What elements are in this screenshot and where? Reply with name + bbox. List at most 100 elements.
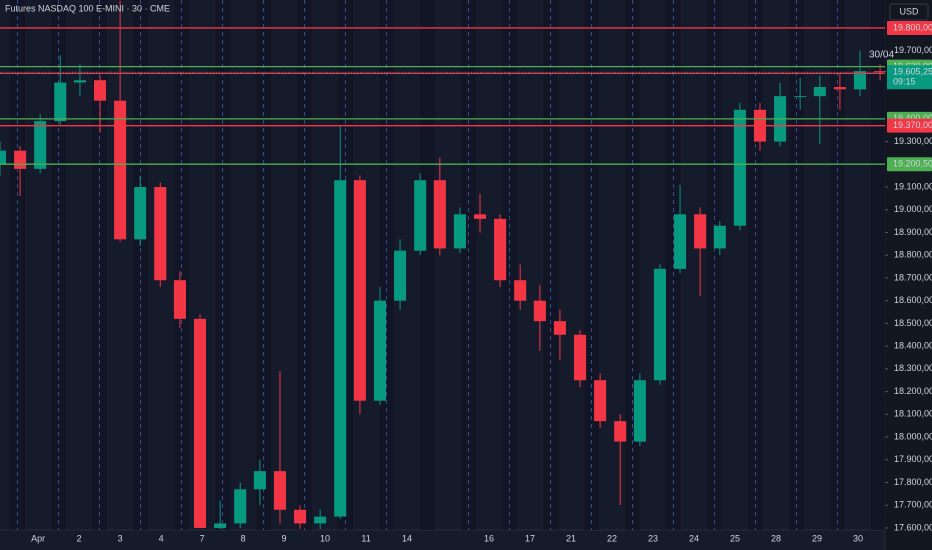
y-tick-label: 18.900,00	[894, 227, 932, 237]
candle-body	[653, 268, 666, 381]
candle-body	[214, 523, 227, 528]
candle-body	[573, 334, 587, 381]
candle-body	[453, 214, 466, 249]
level-label: 19.400,00	[893, 113, 932, 123]
candle-body	[73, 80, 86, 83]
candle-body	[14, 150, 27, 169]
candle-body	[674, 214, 687, 269]
last-price-label: 19.605,25	[893, 67, 932, 77]
candle-body	[473, 214, 487, 219]
x-tick-label: Apr	[31, 533, 45, 543]
x-tick-label: 4	[159, 533, 164, 543]
candle-body	[633, 380, 646, 442]
last-price-tag	[887, 65, 932, 90]
candle-body	[314, 516, 327, 524]
currency[interactable]: USD	[899, 6, 919, 16]
chart-title: Futures NASDAQ 100 E-MINI · 30 · CME	[5, 3, 170, 13]
candle-body	[494, 218, 507, 281]
y-tick-label: 19.300,00	[894, 136, 932, 146]
candle-body	[794, 96, 807, 98]
candle-body	[553, 321, 566, 335]
candle-body	[694, 214, 707, 249]
level-label: 19.800,00	[893, 22, 932, 32]
candle-body	[874, 71, 887, 73]
candle-body	[433, 180, 446, 249]
candle-body	[414, 180, 427, 251]
candle-body	[373, 300, 387, 401]
candle-body	[394, 250, 407, 301]
x-tick-label: 10	[320, 533, 330, 543]
session-shade	[420, 0, 435, 530]
candle-body	[853, 71, 867, 90]
y-tick-label: 18.000,00	[894, 431, 932, 441]
y-tick-label: 17.700,00	[894, 500, 932, 510]
candle-body	[294, 509, 307, 524]
candle-body	[173, 280, 186, 319]
y-tick-label: 18.800,00	[894, 250, 932, 260]
y-tick-label: 17.900,00	[894, 454, 932, 464]
x-tick-label: 25	[730, 533, 740, 543]
candle-body	[273, 471, 286, 510]
y-tick-label: 18.700,00	[894, 272, 932, 282]
x-tick-label: 23	[648, 533, 658, 543]
candle-body	[614, 421, 627, 442]
level-tag	[887, 20, 932, 35]
x-tick-label: 28	[771, 533, 781, 543]
y-tick-label: 18.600,00	[894, 295, 932, 305]
candle-body	[234, 489, 247, 524]
y-tick-label: 18.200,00	[894, 386, 932, 396]
candle-body	[114, 100, 127, 240]
candle-body	[514, 280, 527, 301]
candle-body	[594, 380, 607, 422]
candle-body	[353, 180, 366, 401]
candle-body	[833, 87, 846, 90]
y-tick-label: 18.400,00	[894, 341, 932, 351]
candle-body	[813, 87, 826, 97]
y-tick-label: 17.600,00	[894, 522, 932, 532]
x-tick-label: 29	[812, 533, 822, 543]
candle-body	[733, 109, 746, 226]
level-label: 19.370,00	[893, 120, 932, 130]
candle-body	[194, 318, 207, 528]
countdown: 09:15	[893, 77, 916, 87]
y-tick-label: 19.100,00	[894, 181, 932, 191]
y-tick-label: 19.000,00	[894, 204, 932, 214]
x-tick-label: 16	[484, 533, 494, 543]
candle-body	[533, 300, 546, 322]
candle-body	[134, 187, 147, 240]
x-tick-label: 3	[118, 533, 123, 543]
currency-button[interactable]	[889, 3, 929, 21]
x-tick-label: 17	[525, 533, 535, 543]
x-tick-label: 14	[402, 533, 412, 543]
level-tag	[887, 157, 932, 172]
level-label: 19.200,50	[893, 159, 932, 169]
candle-body	[93, 80, 107, 101]
x-tick-label: 2	[77, 533, 82, 543]
y-tick-label: 17.800,00	[894, 477, 932, 487]
annotation: 30/04	[869, 50, 894, 61]
candle-body	[334, 180, 347, 517]
x-tick-label: 8	[241, 533, 246, 543]
plot	[0, 0, 887, 530]
x-tick-label: 21	[566, 533, 576, 543]
candle-body	[54, 82, 67, 122]
x-tick-label: 30	[853, 533, 863, 543]
y-tick-label: 18.300,00	[894, 363, 932, 373]
candle-body	[253, 471, 266, 490]
y-tick-label: 19.700,00	[894, 45, 932, 55]
candle-body	[154, 187, 167, 281]
candle-body	[0, 150, 7, 165]
x-tick-label: 7	[200, 533, 205, 543]
x-tick-label: 24	[689, 533, 699, 543]
x-tick-label: 9	[282, 533, 287, 543]
x-tick-label: 22	[607, 533, 617, 543]
level-tag	[887, 118, 932, 133]
x-tick-label: 11	[361, 533, 370, 543]
candle-body	[713, 225, 726, 249]
candle-body	[34, 121, 47, 169]
y-tick-label: 18.100,00	[894, 409, 932, 419]
y-tick-label: 18.500,00	[894, 318, 932, 328]
session-shade	[871, 0, 886, 530]
